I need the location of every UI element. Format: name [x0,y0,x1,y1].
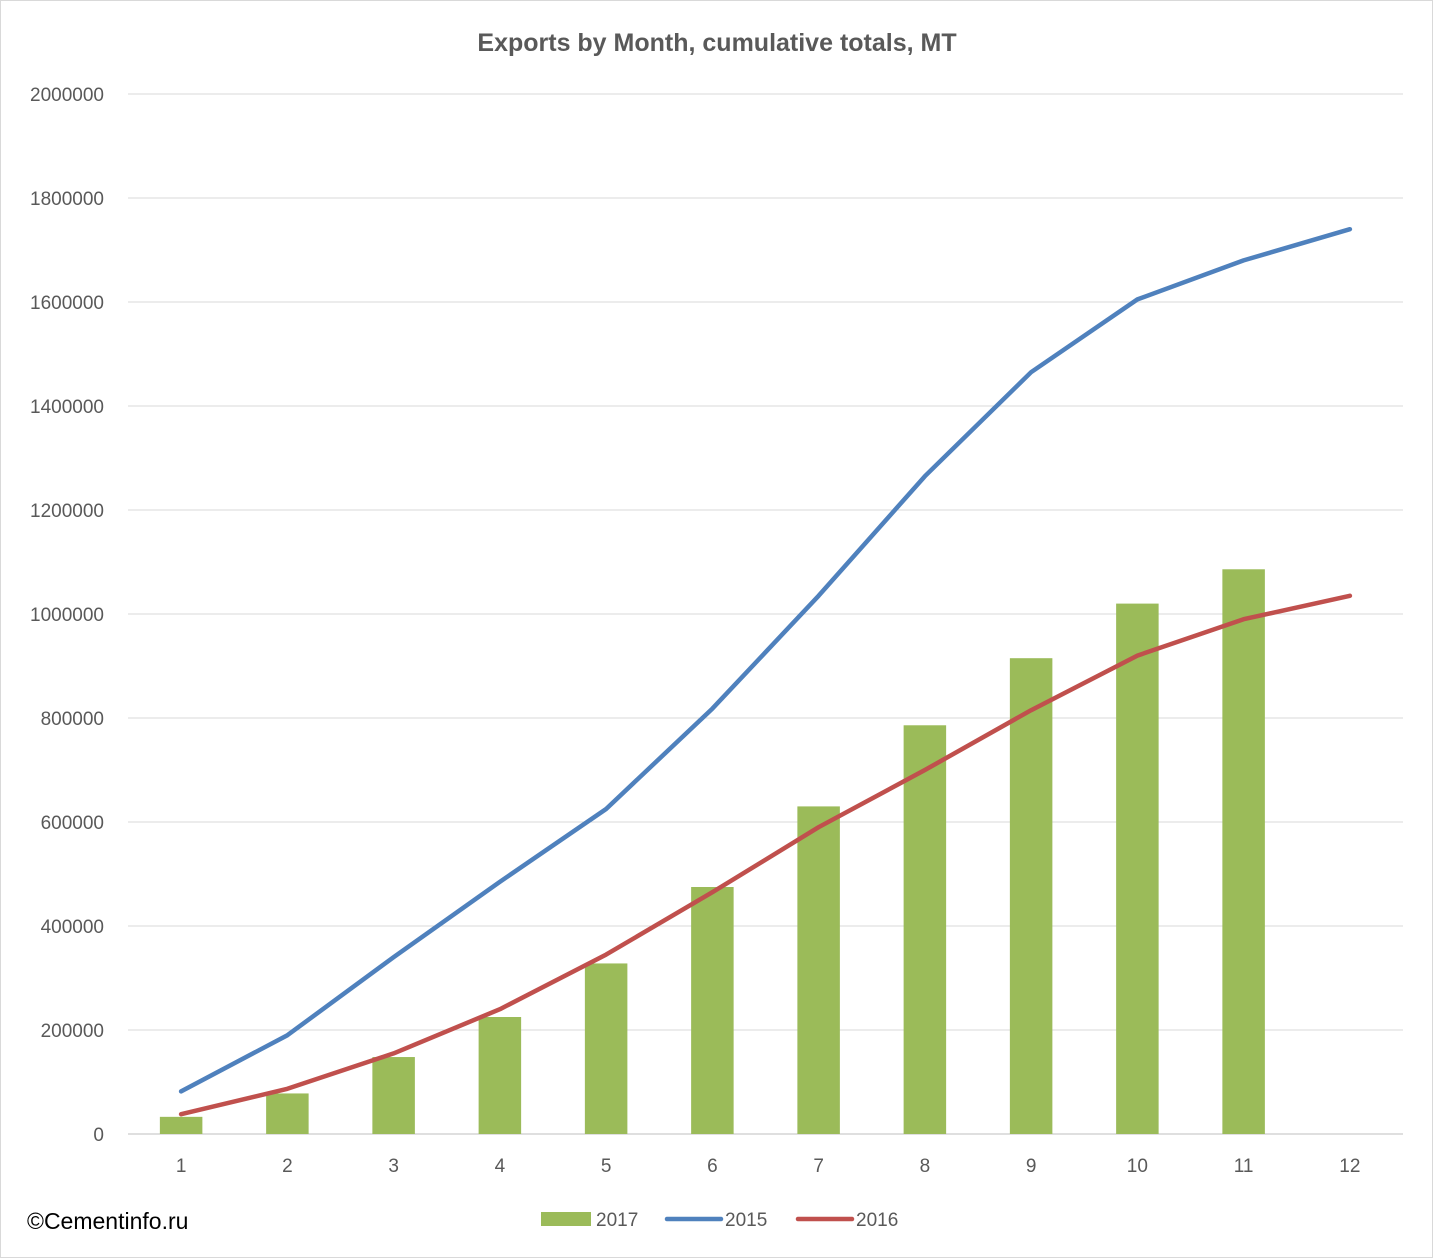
x-tick-label: 7 [813,1156,824,1177]
line-2015 [178,226,1353,1094]
x-tick-label: 1 [176,1156,187,1177]
x-tick-label: 12 [1339,1156,1360,1177]
copyright-text: ©Cementinfo.ru [27,1208,188,1234]
chart-title: Exports by Month, cumulative totals, MT [477,29,956,57]
bar-2017-1 [159,1116,203,1134]
bar-2017-6 [691,887,734,1134]
bar-2017-4 [478,1017,522,1134]
y-tick-label: 600000 [41,813,104,834]
legend: 2017 2015 2016 [541,1210,898,1231]
bar-2017-5 [584,963,628,1134]
y-tick-label: 200000 [41,1021,104,1042]
y-tick-label: 800000 [41,709,104,730]
bar-2017-9 [1009,658,1053,1134]
bar-2017-3 [372,1057,415,1134]
bar-series [159,569,1265,1134]
legend-label-2015: 2015 [725,1210,767,1231]
bar-2017-10 [1116,603,1159,1134]
x-tick-label: 3 [388,1156,399,1177]
x-tick-label: 6 [707,1156,718,1177]
x-tick-label: 10 [1127,1156,1148,1177]
legend-label-2017: 2017 [596,1210,638,1231]
legend-swatch-2017 [541,1212,591,1226]
x-tick-label: 5 [601,1156,612,1177]
line-2016 [178,593,1353,1117]
y-tick-label: 1400000 [30,397,104,418]
x-axis-ticks: 1 2 3 4 5 6 7 8 9 10 11 12 [176,1156,1361,1177]
x-tick-label: 4 [495,1156,506,1177]
gridlines [128,93,1403,1135]
y-tick-label: 1200000 [30,501,104,522]
bar-2017-2 [266,1093,309,1134]
y-tick-label: 1800000 [30,189,104,210]
bar-2017-11 [1222,569,1265,1134]
y-tick-label: 0 [93,1125,104,1146]
x-tick-label: 2 [282,1156,293,1177]
y-tick-label: 2000000 [30,85,104,106]
y-tick-label: 1600000 [30,293,104,314]
bar-2017-8 [903,725,947,1134]
bar-2017-7 [797,806,840,1134]
x-tick-label: 11 [1234,1156,1254,1177]
y-tick-label: 400000 [41,917,104,938]
line-series [178,226,1353,1117]
x-tick-label: 8 [920,1156,931,1177]
y-tick-label: 1000000 [30,605,104,626]
legend-label-2016: 2016 [856,1210,898,1231]
y-axis-ticks: 0 200000 400000 600000 800000 1000000 1200000 1… [30,85,104,1146]
x-tick-label: 9 [1026,1156,1037,1177]
